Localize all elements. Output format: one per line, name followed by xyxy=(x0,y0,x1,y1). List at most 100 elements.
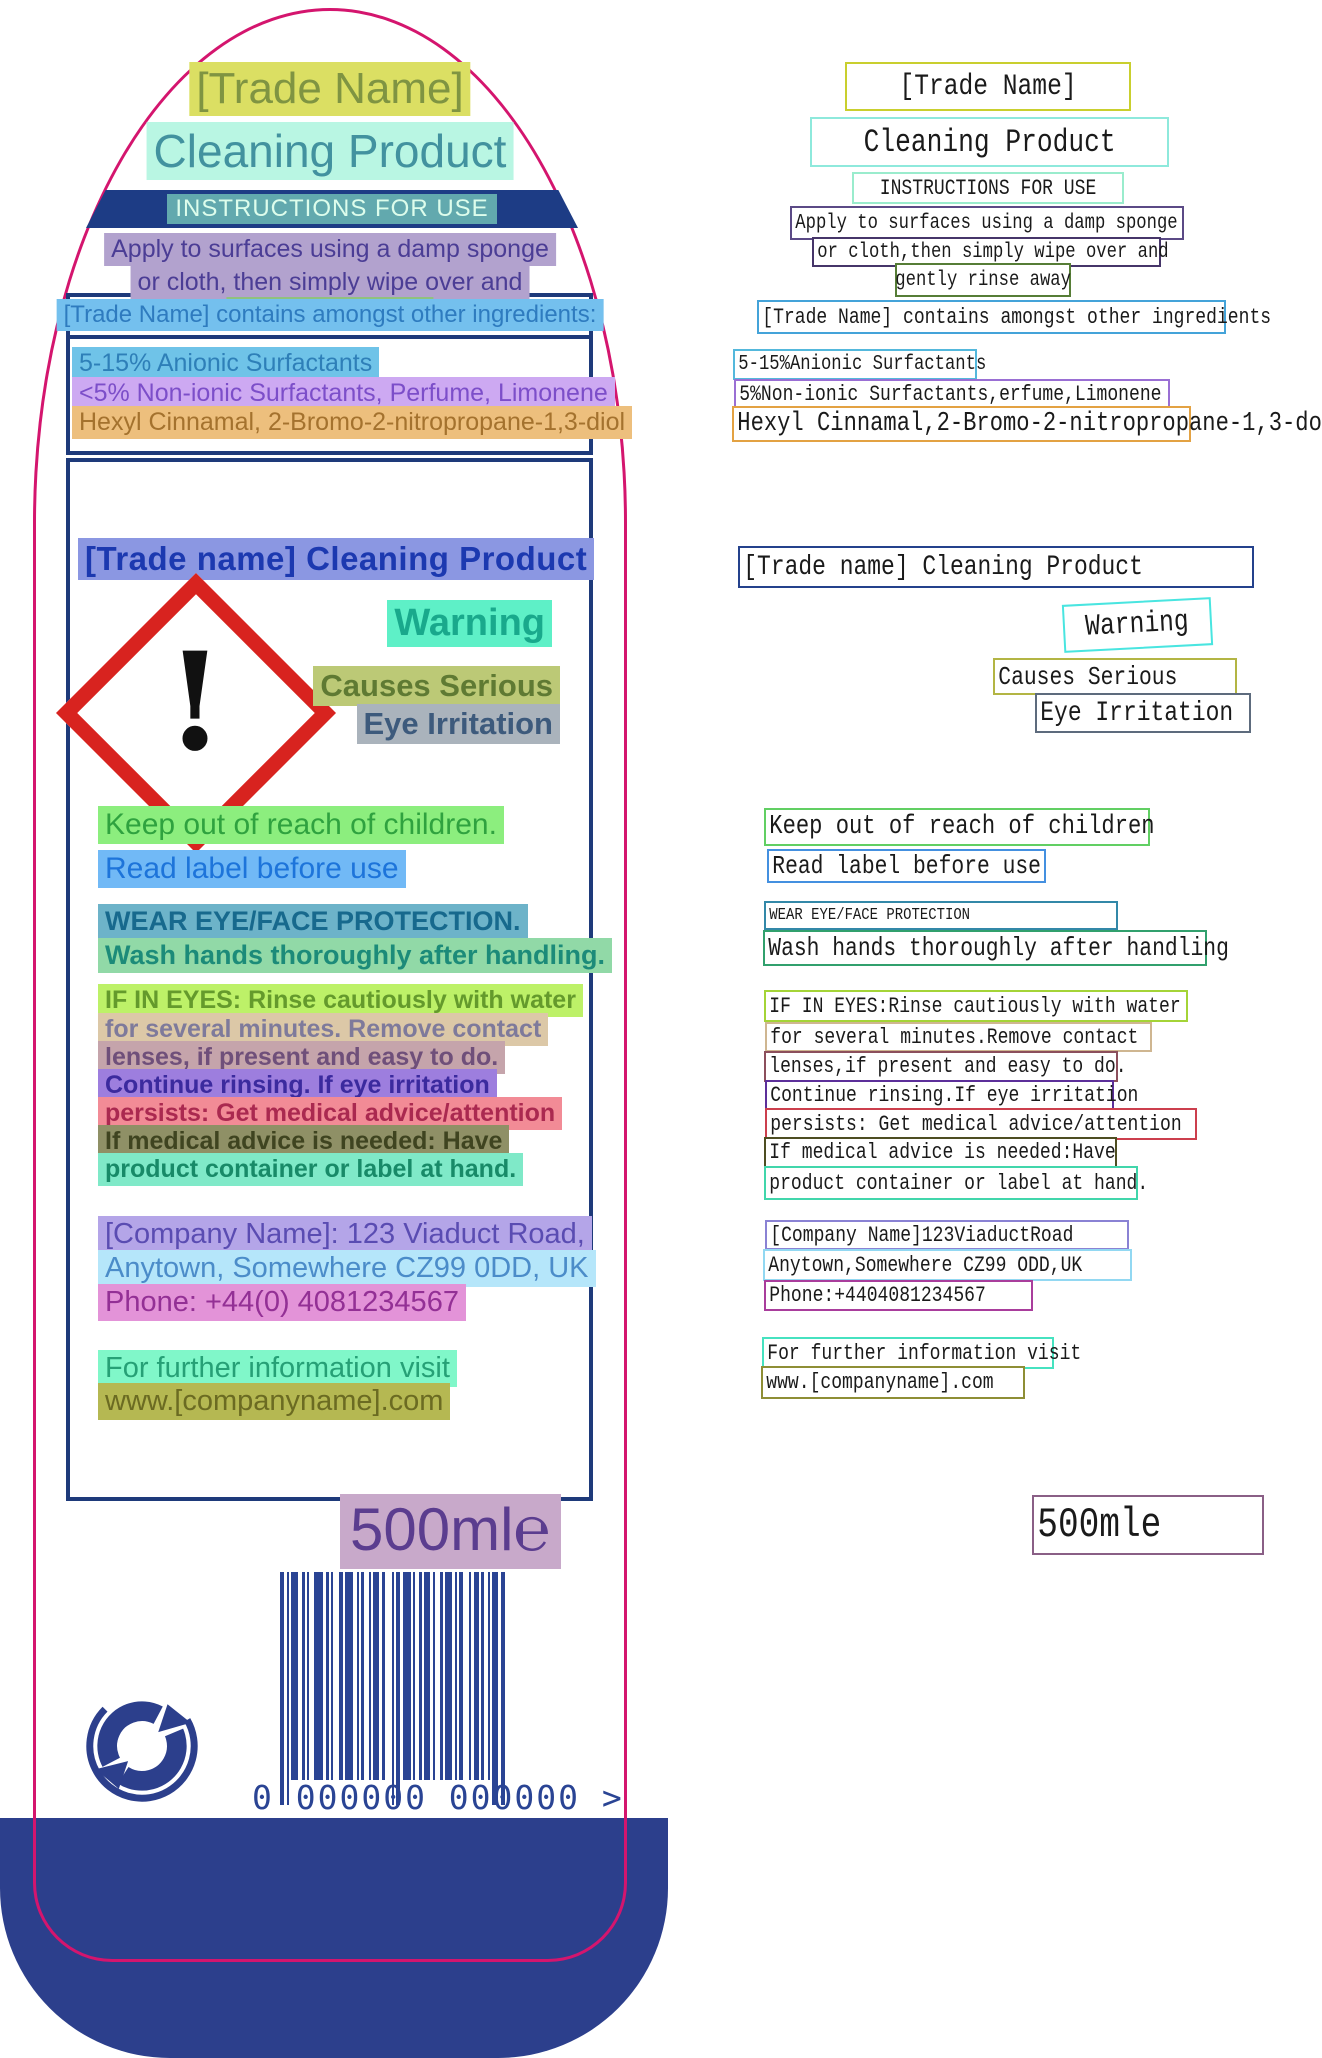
statement-s4: Wash hands thoroughly after handling. xyxy=(98,938,613,973)
green-dot-recycling-icon xyxy=(86,1690,198,1802)
product-subtitle-text: Cleaning Product xyxy=(146,122,514,180)
ocr-box-r21: lenses,if present and easy to do. xyxy=(764,1051,1127,1082)
ocr-text-r20: for several minutes.Remove contact xyxy=(770,1024,1139,1050)
barcode-bar xyxy=(419,1572,422,1780)
ocr-text-r27: Anytown,Somewhere CZ99 ODD,UK xyxy=(768,1252,1083,1278)
ocr-box-r8: 5-15%Anionic Surfactants xyxy=(733,349,986,380)
statement-c3: Phone: +44(0) 4081234567 xyxy=(98,1284,466,1321)
ocr-box-r22: Continue rinsing.If eye irritation xyxy=(765,1080,1138,1110)
ocr-box-r7: [Trade Name] contains amongst other ingr… xyxy=(757,300,1271,334)
barcode-digits: 0 000000 000000 > xyxy=(252,1778,624,1817)
statement-s1: Keep out of reach of children. xyxy=(98,806,504,844)
statement-s9: persists: Get medical advice/attention xyxy=(98,1097,563,1130)
ocr-text-r19: IF IN EYES:Rinse cautiously with water xyxy=(769,993,1181,1019)
statement-s3: WEAR EYE/FACE PROTECTION. xyxy=(98,904,528,939)
statement-f2-text: www.[companyname].com xyxy=(98,1383,451,1420)
ocr-box-r6: gently rinse away xyxy=(895,263,1071,297)
barcode-bar xyxy=(357,1572,359,1780)
ocr-box-r11: [Trade name] Cleaning Product xyxy=(738,546,1254,588)
ocr-box-r25: product container or label at hand. xyxy=(764,1166,1148,1200)
ocr-box-r31: 500mle xyxy=(1032,1495,1264,1555)
statement-c3-text: Phone: +44(0) 4081234567 xyxy=(98,1284,466,1321)
ocr-text-r26: [Company Name]123ViaductRoad xyxy=(770,1222,1074,1248)
ocr-text-r18: Wash hands thoroughly after handling xyxy=(768,933,1229,963)
net-contents: 500ml℮ xyxy=(340,1494,561,1569)
ocr-text-r15: Keep out of reach of children xyxy=(769,812,1155,842)
barcode-bar xyxy=(345,1572,353,1780)
ocr-text-r16: Read label before use xyxy=(772,851,1041,881)
ocr-text-r7: [Trade Name] contains amongst other ingr… xyxy=(762,304,1272,330)
usage-line-2: or cloth, then simply wipe over and xyxy=(130,266,530,299)
statement-s11: product container or label at hand. xyxy=(98,1153,524,1186)
ingredient-line-2: <5% Non-ionic Surfactants, Perfume, Limo… xyxy=(72,377,615,410)
statement-s2-text: Read label before use xyxy=(98,850,406,888)
ocr-box-r14: Eye Irritation xyxy=(1035,693,1251,733)
hazard-product-line: [Trade name] Cleaning Product xyxy=(78,538,595,580)
statement-f1: For further information visit xyxy=(98,1350,457,1387)
statement-s5-text: IF IN EYES: Rinse cautiously with water xyxy=(98,984,583,1017)
statement-s2: Read label before use xyxy=(98,850,406,888)
ocr-box-r10: Hexyl Cinnamal,2-Bromo-2-nitropropane-1,… xyxy=(732,406,1322,442)
ocr-text-r30: www.[companyname].com xyxy=(766,1370,994,1395)
statement-s8-text: Continue rinsing. If eye irritation xyxy=(98,1069,497,1102)
ocr-box-r24: If medical advice is needed:Have xyxy=(764,1137,1117,1168)
usage-line-1: Apply to surfaces using a damp sponge xyxy=(104,233,556,266)
ocr-box-r28: Phone:+4404081234567 xyxy=(764,1280,1033,1311)
ocr-text-r23: persists: Get medical advice/attention xyxy=(770,1111,1182,1137)
ocr-text-r9: 5%Non-ionic Surfactants,erfume,Limonene xyxy=(739,381,1162,407)
barcode-bar xyxy=(302,1572,305,1780)
ocr-text-r6: gently rinse away xyxy=(895,268,1071,292)
barcode-bar xyxy=(331,1572,333,1780)
ocr-text-r10: Hexyl Cinnamal,2-Bromo-2-nitropropane-1,… xyxy=(737,409,1322,439)
statement-s7: lenses, if present and easy to do. xyxy=(98,1041,506,1074)
barcode-bar xyxy=(373,1572,379,1780)
barcode-bar xyxy=(455,1572,457,1780)
barcode xyxy=(280,1572,560,1810)
ocr-box-r13: Causes Serious xyxy=(993,658,1237,695)
ocr-box-r20: for several minutes.Remove contact xyxy=(765,1022,1152,1052)
statement-s5: IF IN EYES: Rinse cautiously with water xyxy=(98,984,583,1017)
exclamation-mark-icon: ! xyxy=(165,622,225,781)
statement-f2: www.[companyname].com xyxy=(98,1383,451,1420)
estimated-sign: ℮ xyxy=(513,1495,551,1564)
ocr-box-r1: [Trade Name] xyxy=(845,62,1131,111)
ocr-text-r12: Warning xyxy=(1085,605,1190,645)
barcode-bar xyxy=(403,1572,411,1780)
barcode-bar xyxy=(382,1572,385,1780)
barcode-bar xyxy=(488,1572,490,1780)
ocr-box-r17: WEAR EYE/FACE PROTECTION xyxy=(764,901,1118,930)
barcode-bar xyxy=(369,1572,371,1780)
ocr-box-r23: persists: Get medical advice/attention xyxy=(765,1108,1197,1140)
ocr-box-r5: or cloth,then simply wipe over and xyxy=(812,237,1169,267)
ocr-box-r19: IF IN EYES:Rinse cautiously with water xyxy=(764,990,1188,1022)
ingredient-line-1: 5-15% Anionic Surfactants xyxy=(72,347,380,380)
ocr-text-r21: lenses,if present and easy to do. xyxy=(769,1054,1127,1079)
statement-s10-text: If medical advice is needed: Have xyxy=(98,1125,510,1158)
ocr-box-r4: Apply to surfaces using a damp sponge xyxy=(790,206,1184,240)
statement-s7-text: lenses, if present and easy to do. xyxy=(98,1041,506,1074)
statement-c1-text: [Company Name]: 123 Viaduct Road, xyxy=(98,1216,592,1253)
ingredient-line-3: Hexyl Cinnamal, 2-Bromo-2-nitropropane-1… xyxy=(72,406,633,439)
ocr-text-r2: Cleaning Product xyxy=(863,123,1116,161)
ocr-text-r31: 500mle xyxy=(1037,1501,1162,1549)
ocr-box-r27: Anytown,Somewhere CZ99 ODD,UK xyxy=(763,1249,1132,1281)
barcode-bar xyxy=(501,1572,505,1805)
ocr-text-r17: WEAR EYE/FACE PROTECTION xyxy=(769,906,971,925)
ocr-box-r3: INSTRUCTIONS FOR USE xyxy=(852,172,1124,204)
barcode-bar xyxy=(474,1572,479,1780)
ocr-text-r4: Apply to surfaces using a damp sponge xyxy=(795,211,1178,235)
ocr-text-r24: If medical advice is needed:Have xyxy=(769,1140,1116,1165)
trade-name-title: [Trade Name] xyxy=(189,62,471,116)
hazard-statement-2: Eye Irritation xyxy=(356,704,560,744)
statement-c2-text: Anytown, Somewhere CZ99 0DD, UK xyxy=(98,1250,596,1287)
barcode-bar xyxy=(326,1572,329,1780)
ocr-text-r14: Eye Irritation xyxy=(1040,697,1234,729)
statement-s9-text: persists: Get medical advice/attention xyxy=(98,1097,563,1130)
ocr-text-r13: Causes Serious xyxy=(998,661,1178,692)
ocr-box-r2: Cleaning Product xyxy=(810,117,1169,167)
ocr-text-r22: Continue rinsing.If eye irritation xyxy=(770,1082,1139,1108)
ocr-box-r9: 5%Non-ionic Surfactants,erfume,Limonene xyxy=(734,379,1170,409)
barcode-bar xyxy=(287,1572,289,1805)
statement-s6-text: for several minutes. Remove contact xyxy=(98,1013,549,1046)
hazard-statement-1: Causes Serious xyxy=(313,666,560,706)
